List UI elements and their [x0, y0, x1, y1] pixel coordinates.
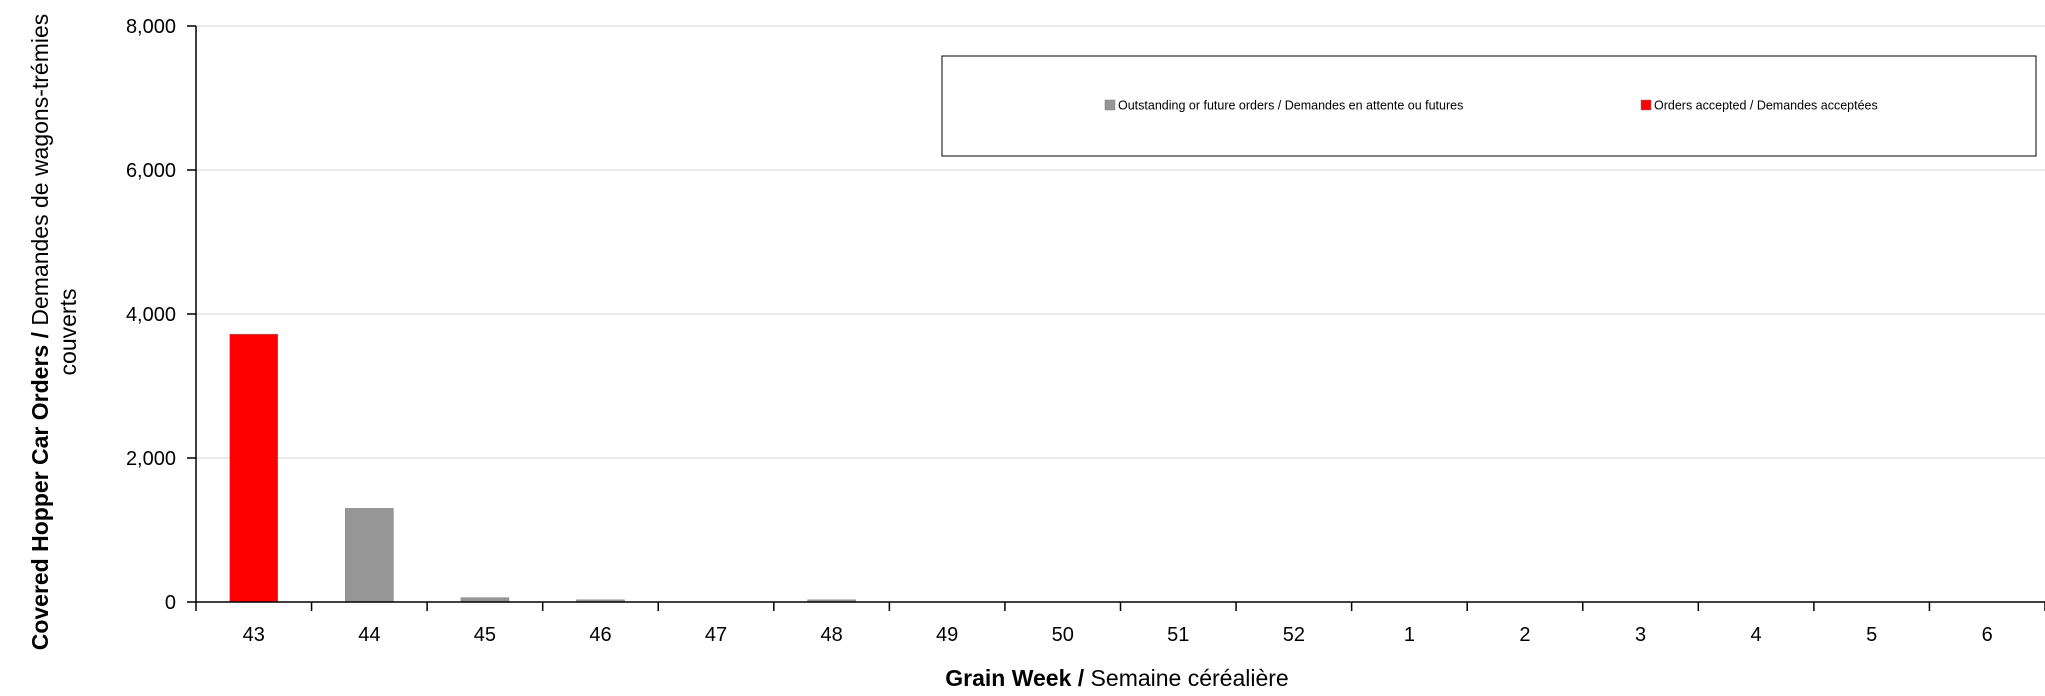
y-tick-label: 6,000 [126, 160, 176, 182]
legend: Outstanding or future orders / Demandes … [941, 55, 2037, 157]
legend-label: Outstanding or future orders / Demandes … [1118, 99, 1463, 113]
y-tick-label: 0 [165, 592, 176, 614]
y-tick-label: 8,000 [126, 16, 176, 38]
x-tick-label: 46 [589, 624, 611, 646]
legend-frame [941, 55, 2037, 157]
y-tick-label: 2,000 [126, 448, 176, 470]
x-tick-label: 3 [1635, 624, 1646, 646]
x-tick-label: 44 [358, 624, 380, 646]
x-tick-label: 50 [1052, 624, 1074, 646]
legend-swatch [1104, 99, 1116, 111]
x-tick-label: 6 [1982, 624, 1993, 646]
x-tick-label: 1 [1404, 624, 1415, 646]
x-tick-label: 4 [1751, 624, 1762, 646]
x-axis-title: Grain Week / Semaine céréalière [945, 665, 1288, 691]
bar [229, 333, 279, 603]
x-tick-label: 52 [1283, 624, 1305, 646]
y-axis-title-rest: Demandes de wagons-trémies [27, 14, 53, 332]
axes [187, 25, 2045, 611]
legend-swatch [1640, 99, 1652, 111]
y-axis-title-bold: Covered Hopper Car Orders / [27, 331, 53, 650]
x-tick-labels: 43 44 45 46 47 48 49 50 51 52 1 2 3 4 5 6 [243, 624, 1993, 646]
x-axis-title-rest: Semaine céréalière [1084, 665, 1289, 691]
legend-label: Orders accepted / Demandes acceptées [1654, 99, 1878, 113]
x-tick-label: 5 [1866, 624, 1877, 646]
bar [345, 508, 394, 603]
y-axis-title-line2: couverts [55, 289, 81, 376]
x-tick-label: 45 [474, 624, 496, 646]
y-axis-title: Covered Hopper Car Orders / Demandes de … [27, 14, 53, 651]
y-tick-label: 4,000 [126, 304, 176, 326]
x-tick-label: 48 [820, 624, 842, 646]
bars [229, 333, 856, 603]
x-tick-label: 2 [1519, 624, 1530, 646]
y-tick-labels: 0 2,000 4,000 6,000 8,000 [126, 16, 176, 614]
x-axis-title-bold: Grain Week / [945, 665, 1085, 691]
x-tick-label: 47 [705, 624, 727, 646]
x-tick-label: 43 [243, 624, 265, 646]
x-tick-label: 49 [936, 624, 958, 646]
x-tick-label: 51 [1167, 624, 1189, 646]
gridlines [196, 25, 2045, 459]
